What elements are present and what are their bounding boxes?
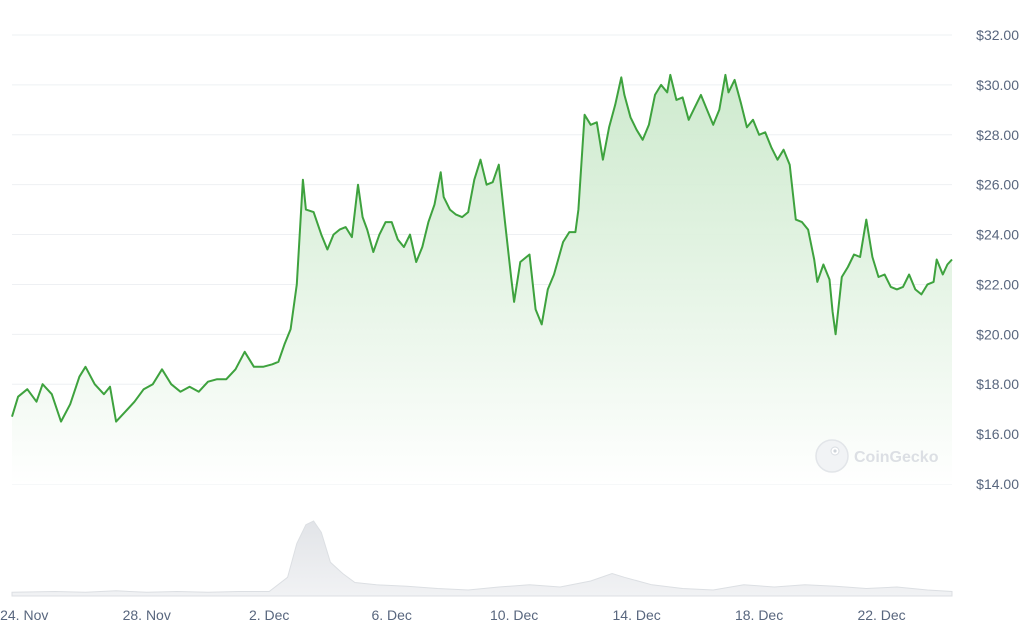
x-tick-label: 22. Dec xyxy=(857,607,905,623)
y-tick-label: $32.00 xyxy=(976,27,1019,43)
coingecko-watermark: CoinGecko xyxy=(815,439,939,473)
x-axis-ticks: 24. Nov 28. Nov 2. Dec 6. Dec 10. Dec 14. Dec… xyxy=(0,607,906,623)
x-tick-label: 24. Nov xyxy=(0,607,48,623)
gecko-pupil-icon xyxy=(833,449,837,453)
y-tick-label: $18.00 xyxy=(976,376,1019,392)
volume-bars xyxy=(11,520,953,597)
y-tick-label: $14.00 xyxy=(976,476,1019,492)
y-tick-label: $22.00 xyxy=(976,276,1019,292)
x-tick-label: 2. Dec xyxy=(249,607,289,623)
price-area-fill xyxy=(12,74,952,485)
x-tick-label: 14. Dec xyxy=(613,607,661,623)
y-tick-label: $26.00 xyxy=(976,177,1019,193)
y-tick-label: $28.00 xyxy=(976,127,1019,143)
gecko-logo-icon xyxy=(815,439,849,473)
price-line-group xyxy=(11,73,953,423)
price-line xyxy=(11,73,953,423)
volume-area xyxy=(11,520,953,597)
x-tick-label: 10. Dec xyxy=(490,607,538,623)
x-tick-label: 28. Nov xyxy=(123,607,171,623)
price-area xyxy=(12,74,952,485)
watermark-label: CoinGecko xyxy=(854,449,939,466)
y-tick-label: $30.00 xyxy=(976,77,1019,93)
y-axis-ticks: $14.00 $16.00 $18.00 $20.00 $22.00 $24.00 $26.… xyxy=(976,27,1019,492)
y-tick-label: $24.00 xyxy=(976,227,1019,243)
x-tick-label: 18. Dec xyxy=(735,607,783,623)
y-tick-label: $20.00 xyxy=(976,326,1019,342)
x-tick-label: 6. Dec xyxy=(371,607,411,623)
y-tick-label: $16.00 xyxy=(976,426,1019,442)
